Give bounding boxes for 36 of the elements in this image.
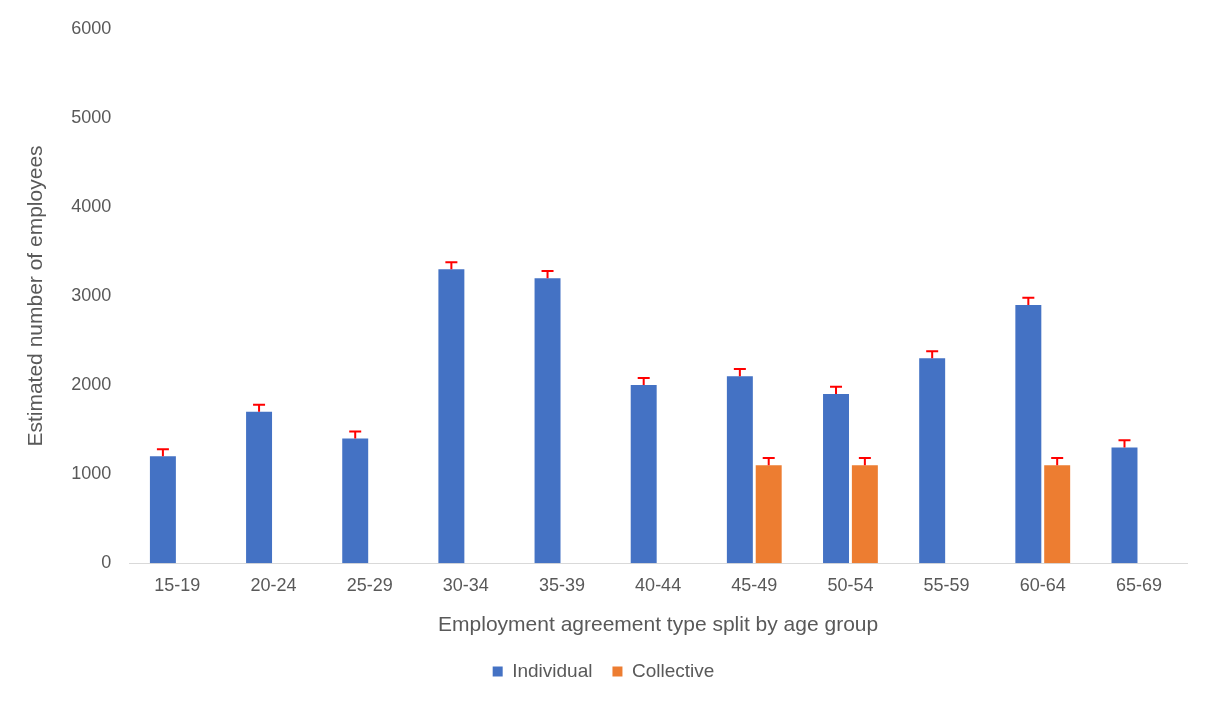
bar [246, 411, 273, 564]
bar [1044, 465, 1071, 564]
bar [534, 278, 561, 564]
x-tick-label: 50-54 [827, 574, 874, 595]
legend-label: Individual [512, 659, 593, 681]
bar [630, 385, 657, 564]
bar [823, 393, 849, 564]
bar [919, 358, 946, 564]
bar [726, 376, 753, 564]
y-tick-label: 2000 [71, 374, 112, 395]
y-tick-label: 0 [101, 552, 112, 573]
x-tick-label: 55-59 [923, 574, 970, 595]
y-tick-label: 4000 [71, 195, 112, 216]
bar [438, 269, 465, 564]
x-tick-label: 25-29 [346, 574, 393, 595]
y-tick-label: 5000 [71, 106, 112, 127]
y-axis-title: Estimated number of employees [23, 145, 47, 447]
bar [149, 456, 176, 564]
bar [851, 465, 878, 564]
bar [1111, 447, 1138, 564]
y-tick-label: 1000 [71, 463, 112, 484]
x-tick-label: 30-34 [442, 574, 489, 595]
y-tick-label: 3000 [71, 284, 112, 305]
x-tick-label: 35-39 [538, 574, 585, 595]
bar [342, 438, 369, 564]
bar [1015, 304, 1042, 564]
x-tick-label: 45-49 [731, 574, 778, 595]
y-tick-label: 6000 [71, 17, 112, 38]
x-tick-label: 40-44 [635, 574, 682, 595]
x-tick-label: 20-24 [250, 574, 297, 595]
x-tick-label: 65-69 [1115, 574, 1162, 595]
x-tick-label: 60-64 [1019, 574, 1066, 595]
x-tick-label: 15-19 [154, 574, 201, 595]
x-axis-title: Employment agreement type split by age group [438, 612, 879, 636]
legend-label: Collective [631, 659, 715, 681]
bar [755, 465, 782, 564]
